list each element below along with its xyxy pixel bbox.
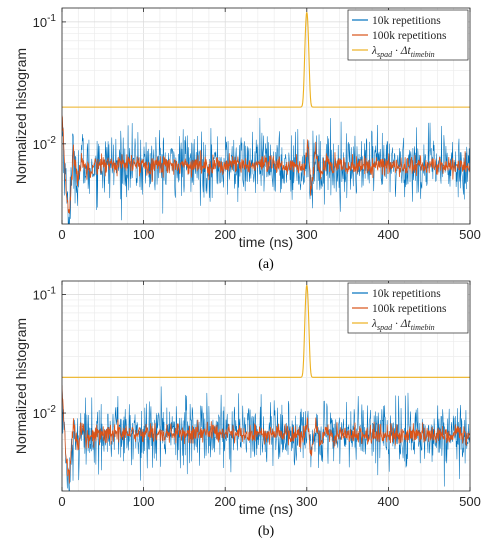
y-axis-label: Normalized histogram [13, 318, 29, 454]
x-tick-label: 200 [214, 227, 236, 242]
series-line-10k [62, 115, 470, 224]
series-line-spad [62, 284, 470, 378]
y-tick-label: 10-2 [33, 135, 57, 152]
x-tick-label: 400 [378, 227, 400, 242]
legend-label: λspad · Δttimebin [371, 318, 435, 332]
x-tick-label: 500 [459, 494, 481, 509]
legend-label-part: spad [377, 323, 393, 332]
legend-label-part: λ [371, 45, 377, 57]
axes-box [61, 7, 471, 225]
legend-label-part: spad [377, 50, 393, 59]
x-axis-label: time (ns) [239, 501, 293, 517]
y-tick-base: 10 [33, 137, 47, 152]
y-tick-exponent: -1 [47, 13, 56, 24]
x-tick-label: 100 [133, 494, 155, 509]
x-tick-label: 100 [133, 227, 155, 242]
x-tick-label: 200 [214, 494, 236, 509]
y-tick-base: 10 [33, 288, 47, 303]
x-tick-label: 500 [459, 227, 481, 242]
legend-label-part: · Δ [392, 45, 408, 57]
x-axis-label: time (ns) [239, 234, 293, 250]
legend-label: λspad · Δttimebin [371, 45, 435, 59]
legend-label-part: t [407, 318, 411, 330]
traces [62, 12, 470, 224]
legend-label-part: t [407, 45, 411, 57]
series-line-10k [62, 385, 470, 491]
y-axis-label: Normalized histogram [13, 48, 29, 184]
series-line-100k [62, 115, 470, 214]
y-tick-exponent: -2 [47, 404, 56, 415]
y-tick-exponent: -1 [47, 286, 56, 297]
legend: 10k repetitions 100k repetitions λspad · Δ… [347, 9, 469, 61]
x-tick-label: 300 [296, 227, 318, 242]
series-line-100k [62, 385, 470, 484]
x-tick-label: 0 [58, 227, 65, 242]
legend-label-part: timebin [411, 50, 435, 59]
legend-label: 10k repetitions [372, 288, 441, 300]
panel-caption: (b) [258, 524, 275, 539]
y-tick-exponent: -2 [47, 135, 56, 146]
legend-label: 100k repetitions [372, 30, 447, 42]
axes-box [61, 280, 471, 492]
traces [62, 284, 470, 491]
legend-label-part: timebin [411, 323, 435, 332]
y-tick-base: 10 [33, 406, 47, 421]
legend: 10k repetitions 100k repetitions λspad · Δ… [347, 282, 469, 334]
legend-label: 10k repetitions [372, 15, 441, 27]
y-tick-label: 10-1 [33, 13, 57, 30]
legend-label-part: · Δ [392, 318, 408, 330]
y-tick-base: 10 [33, 15, 47, 30]
x-tick-label: 0 [58, 494, 65, 509]
x-tick-label: 400 [378, 494, 400, 509]
y-tick-label: 10-2 [33, 404, 57, 421]
series-line-spad [62, 12, 470, 108]
legend-label-part: λ [371, 318, 377, 330]
x-tick-label: 300 [296, 494, 318, 509]
legend-label: 100k repetitions [372, 303, 447, 315]
y-tick-label: 10-1 [33, 286, 57, 303]
panel-caption: (a) [258, 257, 274, 272]
